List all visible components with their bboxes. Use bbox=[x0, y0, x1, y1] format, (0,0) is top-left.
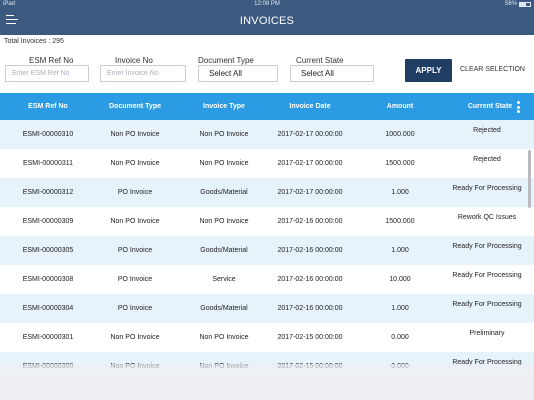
status-bar: iPad 12:08 PM 56% bbox=[0, 0, 534, 8]
cell-invoice-type: Non PO Invoice bbox=[199, 131, 249, 138]
cell-current-state: Ready For Processing bbox=[452, 243, 522, 250]
cell-amount: 1.000 bbox=[391, 305, 409, 312]
cell-esm-ref: ESMI-00000312 bbox=[22, 189, 74, 196]
cell-invoice-date: 2017-02-17 00:00:00 bbox=[277, 189, 343, 196]
table-row[interactable]: ESMI-00000305 PO Invoice Goods/Material … bbox=[0, 236, 534, 265]
nav-bar: INVOICES bbox=[0, 8, 534, 35]
cell-document-type: PO Invoice bbox=[117, 305, 153, 312]
table-row[interactable]: ESMI-00000312 PO Invoice Goods/Material … bbox=[0, 178, 534, 207]
cell-invoice-date: 2017-02-15 00:00:00 bbox=[277, 334, 343, 341]
cell-current-state: Rejected bbox=[473, 156, 501, 163]
table-header: ESM Ref No Document Type Invoice Type In… bbox=[0, 93, 534, 120]
cell-current-state: Ready For Processing bbox=[452, 359, 522, 366]
battery-percent: 56% bbox=[504, 1, 517, 7]
battery-icon bbox=[519, 1, 531, 7]
cell-invoice-type: Goods/Material bbox=[200, 305, 248, 312]
table-row[interactable]: ESMI-00000310 Non PO Invoice Non PO Invo… bbox=[0, 120, 534, 149]
battery-status: 56% bbox=[505, 0, 531, 8]
cell-amount: 1500.000 bbox=[385, 160, 415, 167]
cell-invoice-date: 2017-02-17 00:00:00 bbox=[277, 131, 343, 138]
page-title: INVOICES bbox=[239, 15, 295, 27]
cell-invoice-type: Non PO Invoice bbox=[199, 218, 249, 225]
status-time: 12:08 PM bbox=[254, 1, 280, 7]
invoice-no-input[interactable] bbox=[100, 65, 186, 82]
cell-invoice-type: Goods/Material bbox=[200, 189, 248, 196]
cell-amount: 0.000 bbox=[391, 334, 409, 341]
document-type-label: Document Type bbox=[198, 56, 254, 65]
document-type-select[interactable]: Select All bbox=[198, 65, 278, 82]
table-row[interactable]: ESMI-00000301 Non PO Invoice Non PO Invo… bbox=[0, 323, 534, 352]
bottom-fade-overlay bbox=[0, 364, 534, 400]
cell-esm-ref: ESMI-00000310 bbox=[22, 131, 74, 138]
cell-amount: 1500.000 bbox=[385, 218, 415, 225]
table-row[interactable]: ESMI-00000308 PO Invoice Service 2017-02… bbox=[0, 265, 534, 294]
current-state-select[interactable]: Select All bbox=[290, 65, 374, 82]
cell-invoice-date: 2017-02-16 00:00:00 bbox=[277, 247, 343, 254]
column-header-invoice-date[interactable]: Invoice Date bbox=[289, 103, 331, 110]
apply-button[interactable]: APPLY bbox=[405, 59, 452, 82]
cell-document-type: Non PO Invoice bbox=[110, 160, 160, 167]
cell-current-state: Ready For Processing bbox=[452, 272, 522, 279]
cell-invoice-type: Service bbox=[212, 276, 236, 283]
cell-invoice-type: Non PO Invoice bbox=[199, 160, 249, 167]
column-header-esm-ref[interactable]: ESM Ref No bbox=[28, 103, 68, 110]
clear-selection-button[interactable]: CLEAR SELECTION bbox=[460, 66, 525, 73]
cell-current-state: Rework QC Issues bbox=[457, 214, 517, 221]
cell-invoice-type: Non PO Invoice bbox=[199, 334, 249, 341]
cell-current-state: Ready For Processing bbox=[452, 301, 522, 308]
cell-amount: 1000.000 bbox=[385, 131, 415, 138]
table-row[interactable]: ESMI-00000304 PO Invoice Goods/Material … bbox=[0, 294, 534, 323]
cell-document-type: Non PO Invoice bbox=[110, 218, 160, 225]
cell-esm-ref: ESMI-00000311 bbox=[22, 160, 74, 167]
cell-invoice-date: 2017-02-16 00:00:00 bbox=[277, 276, 343, 283]
device-label: iPad bbox=[3, 1, 16, 7]
cell-document-type: PO Invoice bbox=[117, 276, 153, 283]
cell-esm-ref: ESMI-00000309 bbox=[22, 218, 74, 225]
invoice-no-label: Invoice No bbox=[115, 56, 153, 65]
esm-ref-input[interactable] bbox=[5, 65, 89, 82]
cell-invoice-type: Goods/Material bbox=[200, 247, 248, 254]
cell-current-state: Preliminary bbox=[469, 330, 505, 337]
cell-invoice-date: 2017-02-17 00:00:00 bbox=[277, 160, 343, 167]
cell-esm-ref: ESMI-00000301 bbox=[22, 334, 74, 341]
current-state-label: Current State bbox=[296, 56, 344, 65]
cell-amount: 10.000 bbox=[389, 276, 411, 283]
total-invoices-label: Total Invoices : 295 bbox=[4, 38, 64, 45]
cell-document-type: PO Invoice bbox=[117, 247, 153, 254]
table-row[interactable]: ESMI-00000309 Non PO Invoice Non PO Invo… bbox=[0, 207, 534, 236]
column-header-amount[interactable]: Amount bbox=[386, 103, 414, 110]
hamburger-menu-icon[interactable] bbox=[6, 15, 18, 27]
cell-document-type: Non PO Invoice bbox=[110, 334, 160, 341]
cell-current-state: Rejected bbox=[473, 127, 501, 134]
cell-document-type: Non PO Invoice bbox=[110, 131, 160, 138]
column-header-invoice-type[interactable]: Invoice Type bbox=[203, 103, 245, 110]
esm-ref-label: ESM Ref No bbox=[29, 56, 74, 65]
cell-amount: 1.000 bbox=[391, 189, 409, 196]
cell-current-state: Ready For Processing bbox=[452, 185, 522, 192]
table-scrollbar[interactable] bbox=[528, 150, 531, 208]
column-options-kebab-icon[interactable] bbox=[517, 101, 520, 115]
column-header-document-type[interactable]: Document Type bbox=[109, 103, 161, 110]
cell-invoice-date: 2017-02-16 00:00:00 bbox=[277, 218, 343, 225]
cell-invoice-date: 2017-02-16 00:00:00 bbox=[277, 305, 343, 312]
cell-document-type: PO Invoice bbox=[117, 189, 153, 196]
cell-amount: 1.000 bbox=[391, 247, 409, 254]
cell-esm-ref: ESMI-00000308 bbox=[22, 276, 74, 283]
column-header-current-state[interactable]: Current State bbox=[467, 103, 513, 110]
cell-esm-ref: ESMI-00000305 bbox=[22, 247, 74, 254]
table-row[interactable]: ESMI-00000311 Non PO Invoice Non PO Invo… bbox=[0, 149, 534, 178]
cell-esm-ref: ESMI-00000304 bbox=[22, 305, 74, 312]
invoice-table-body: ESMI-00000310 Non PO Invoice Non PO Invo… bbox=[0, 120, 534, 370]
